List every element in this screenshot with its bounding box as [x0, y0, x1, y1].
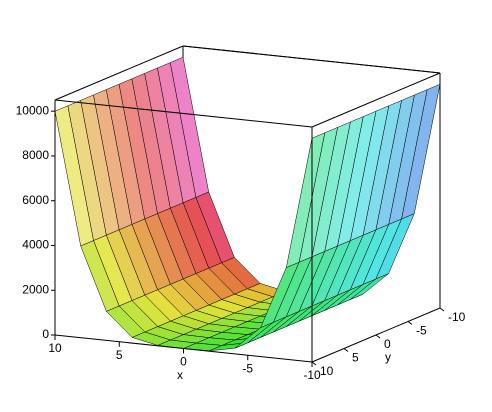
y-tick: [343, 348, 349, 352]
x-tick-label: -5: [242, 361, 253, 375]
z-tick-label: 2000: [22, 282, 49, 296]
x-tick-label: 10: [48, 341, 62, 355]
box-edge: [54, 45, 184, 101]
y-tick: [375, 334, 381, 339]
z-tick-label: 10000: [16, 103, 50, 117]
box-edge: [182, 45, 441, 74]
z-tick-label: 0: [42, 327, 49, 341]
y-tick: [407, 321, 413, 325]
box-edge: [311, 72, 441, 128]
y-tick-label: 5: [352, 351, 359, 365]
z-tick-label: 6000: [22, 193, 49, 207]
y-tick-label: 0: [384, 337, 391, 351]
surface-patch: [285, 132, 326, 269]
y-axis-label: y: [385, 350, 391, 364]
y-tick-label: 10: [320, 364, 334, 378]
box-edge: [54, 99, 313, 128]
y-tick: [311, 361, 317, 366]
x-axis-label: x: [177, 368, 183, 382]
x-tick-label: 0: [180, 355, 187, 369]
y-tick-label: -10: [448, 310, 466, 324]
y-tick: [439, 307, 445, 312]
x-tick-label: -10: [303, 368, 321, 382]
y-tick-label: -5: [416, 324, 427, 338]
z-tick-label: 8000: [22, 148, 49, 162]
z-tick-label: 4000: [22, 238, 49, 252]
x-tick-label: 5: [116, 348, 123, 362]
